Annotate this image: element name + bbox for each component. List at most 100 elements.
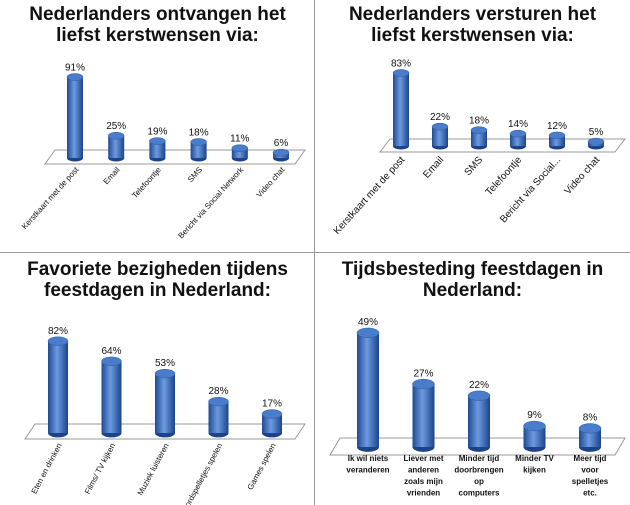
bar bbox=[262, 413, 282, 433]
title-line: feestdagen in Nederland: bbox=[44, 280, 271, 301]
category-label: Meer tijd bbox=[574, 454, 607, 463]
bar-top bbox=[261, 409, 283, 419]
bar-top bbox=[356, 327, 380, 338]
category-label: Minder TV bbox=[515, 454, 554, 463]
chart-plot: 83% Kerstkaart met de post 22% Email 18% SMS 1… bbox=[332, 58, 627, 237]
bar-4 bbox=[578, 423, 602, 452]
bar-top bbox=[107, 131, 125, 140]
title-line: Tijdsbesteding feestdagen in bbox=[341, 259, 604, 280]
bar-2 bbox=[467, 390, 491, 452]
bar-top bbox=[149, 137, 166, 145]
bar bbox=[549, 135, 565, 146]
data-label: 25% bbox=[106, 121, 126, 132]
bar bbox=[393, 72, 409, 146]
bar bbox=[101, 361, 122, 433]
bar-top bbox=[154, 368, 176, 379]
bar-4 bbox=[231, 144, 249, 162]
bar-top bbox=[101, 356, 122, 366]
category-label: voor bbox=[581, 466, 598, 475]
data-label: 64% bbox=[101, 346, 121, 357]
bar bbox=[357, 332, 379, 447]
category-label: op bbox=[474, 477, 484, 486]
bar-1 bbox=[412, 379, 435, 452]
category-label: Kerstkaart met de post bbox=[20, 165, 81, 231]
divider-horizontal bbox=[0, 252, 630, 253]
bar-top bbox=[272, 148, 290, 157]
category-label: Video chat bbox=[563, 154, 603, 197]
bar-3 bbox=[190, 138, 207, 162]
category-label: Kerstkaart met de post bbox=[332, 154, 408, 236]
title-line: liefst kerstwensen via: bbox=[56, 25, 259, 46]
bar bbox=[471, 130, 487, 146]
category-label: Muziek luisteren bbox=[136, 442, 171, 497]
data-label: 11% bbox=[230, 134, 249, 145]
data-label: 8% bbox=[583, 413, 598, 424]
bar-0 bbox=[356, 327, 380, 452]
chart-floor bbox=[44, 149, 306, 165]
chart-title: Nederlanders ontvangen het liefst kerstw… bbox=[0, 4, 315, 46]
bar-top bbox=[523, 420, 546, 432]
category-label: kijken bbox=[523, 466, 546, 475]
category-label: anderen bbox=[408, 466, 439, 475]
category-label: spelletjes bbox=[572, 477, 609, 486]
data-label: 91% bbox=[65, 62, 85, 73]
bar-top bbox=[578, 423, 602, 434]
bar-0 bbox=[392, 69, 410, 150]
bar-0 bbox=[66, 73, 84, 162]
bar-1 bbox=[101, 356, 122, 438]
bar bbox=[67, 77, 83, 158]
category-label: etc. bbox=[583, 489, 597, 498]
category-label: vrienden bbox=[407, 489, 440, 498]
data-label: 18% bbox=[189, 127, 209, 138]
data-label: 17% bbox=[262, 399, 282, 410]
bar-2 bbox=[149, 137, 166, 162]
chart-title: Favoriete bezigheden tijdens feestdagen … bbox=[0, 259, 315, 301]
data-label: 14% bbox=[508, 119, 528, 130]
chart-plot: 49% Ik wil niets veranderen 27% Liever met an… bbox=[329, 317, 626, 498]
title-line: Favoriete bezigheden tijdens bbox=[27, 259, 288, 280]
bar bbox=[48, 341, 68, 433]
data-label: 19% bbox=[147, 127, 167, 138]
bar-top bbox=[431, 122, 449, 131]
data-label: 28% bbox=[208, 386, 228, 397]
category-label: Bordspelletjes spelen bbox=[181, 442, 225, 505]
category-label: Liever met bbox=[403, 454, 443, 463]
bar bbox=[432, 126, 448, 146]
data-label: 22% bbox=[469, 380, 489, 391]
data-label: 83% bbox=[391, 58, 411, 69]
bar-top bbox=[231, 144, 249, 152]
bar bbox=[468, 395, 490, 447]
bar-3 bbox=[208, 396, 229, 438]
chart-plot: 91% Kerstkaart met de post 25% Email 19% Tele… bbox=[20, 62, 306, 240]
category-label: Telefoontje bbox=[130, 165, 163, 200]
data-label: 22% bbox=[430, 112, 450, 123]
title-line: Nederland: bbox=[422, 280, 523, 301]
bar-top bbox=[587, 137, 605, 146]
title-line: Nederlanders versturen het bbox=[348, 4, 597, 25]
data-label: 27% bbox=[413, 368, 433, 379]
category-label: SMS bbox=[463, 154, 486, 178]
data-label: 18% bbox=[469, 116, 489, 127]
bar bbox=[231, 148, 248, 158]
category-label: Ik wil niets bbox=[348, 454, 389, 463]
data-label: 12% bbox=[547, 121, 567, 132]
bar-2 bbox=[154, 368, 176, 438]
chart-title: Tijdsbesteding feestdagen in Nederland: bbox=[315, 259, 630, 301]
data-label: 49% bbox=[358, 317, 378, 328]
bar-top bbox=[392, 69, 410, 77]
bar-4 bbox=[261, 409, 283, 438]
bar-3 bbox=[509, 129, 527, 150]
category-label: Email bbox=[421, 155, 446, 181]
chart-plot: 82% Eten en drinken 64% Films/ TV kijken 53%… bbox=[24, 326, 306, 505]
bar-5 bbox=[272, 148, 290, 162]
title-line: liefst kerstwensen via: bbox=[371, 25, 574, 46]
chart-title: Nederlanders versturen het liefst kerstw… bbox=[315, 4, 630, 46]
bar bbox=[155, 373, 175, 433]
data-label: 9% bbox=[527, 410, 542, 421]
bar-top bbox=[509, 129, 527, 138]
bar-top bbox=[467, 390, 491, 401]
bar bbox=[190, 141, 207, 158]
bar-top bbox=[470, 126, 488, 134]
category-label: Films/ TV kijken bbox=[83, 442, 117, 496]
bar-top bbox=[548, 131, 566, 140]
